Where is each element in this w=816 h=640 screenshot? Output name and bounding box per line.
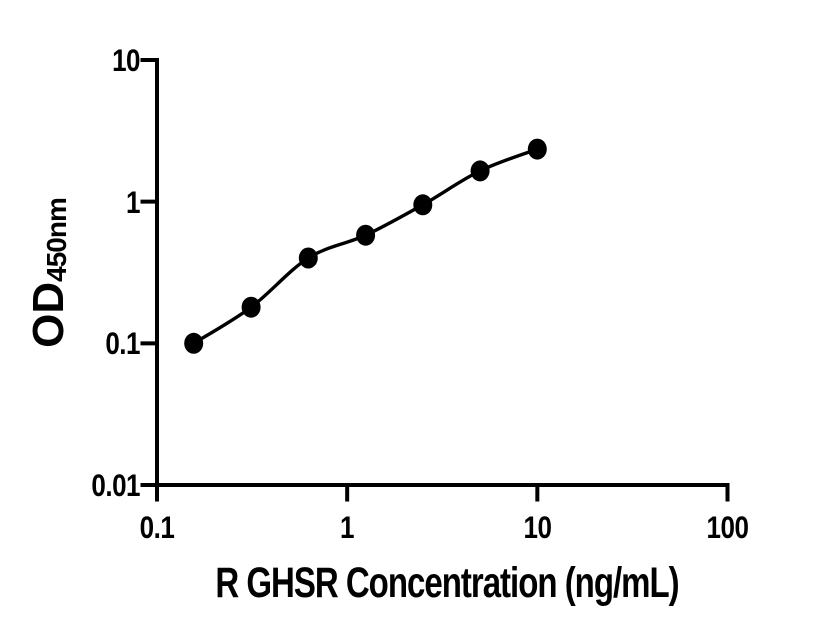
data-point-marker xyxy=(413,194,433,216)
y-tick-label-1: 1 xyxy=(126,183,140,220)
y-tick-label-0-1: 0.1 xyxy=(105,325,140,362)
y-tick-label-0-01: 0.01 xyxy=(91,467,140,503)
data-point-marker xyxy=(184,332,204,354)
y-axis-title: OD 450nm xyxy=(24,198,73,348)
data-point-marker xyxy=(241,296,261,318)
data-point-marker xyxy=(298,247,318,269)
x-tick-label-1: 1 xyxy=(340,509,354,545)
data-point-marker xyxy=(470,160,490,182)
x-tick-label-100: 100 xyxy=(706,509,749,545)
x-tick-label-10: 10 xyxy=(523,509,552,545)
y-axis-title-main: OD xyxy=(24,281,73,348)
x-axis-title: R GHSR Concentration (ng/mL) xyxy=(215,557,679,607)
y-tick-label-10: 10 xyxy=(112,42,140,78)
data-point-marker xyxy=(527,138,547,160)
x-tick-label-0-1: 0.1 xyxy=(139,509,175,545)
data-point-marker xyxy=(356,224,376,246)
y-axis-title-subscript: 450nm xyxy=(41,198,72,282)
